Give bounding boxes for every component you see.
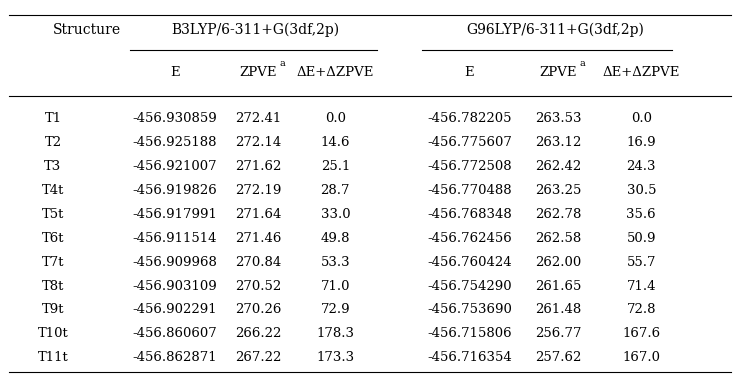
Text: 35.6: 35.6 — [627, 208, 656, 221]
Text: 271.64: 271.64 — [235, 208, 281, 221]
Text: -456.753690: -456.753690 — [427, 303, 512, 317]
Text: T10t: T10t — [38, 327, 68, 340]
Text: -456.715806: -456.715806 — [427, 327, 512, 340]
Text: -456.919826: -456.919826 — [132, 184, 217, 197]
Text: -456.762456: -456.762456 — [427, 232, 512, 245]
Text: T9t: T9t — [41, 303, 64, 317]
Text: 0.0: 0.0 — [325, 113, 346, 125]
Text: ΔE+ΔZPVE: ΔE+ΔZPVE — [297, 66, 374, 79]
Text: -456.860607: -456.860607 — [132, 327, 217, 340]
Text: 256.77: 256.77 — [535, 327, 581, 340]
Text: 53.3: 53.3 — [320, 256, 350, 268]
Text: -456.716354: -456.716354 — [427, 351, 512, 364]
Text: 272.14: 272.14 — [235, 136, 281, 149]
Text: 263.25: 263.25 — [535, 184, 581, 197]
Text: T4t: T4t — [41, 184, 64, 197]
Text: -456.862871: -456.862871 — [132, 351, 217, 364]
Text: 167.6: 167.6 — [622, 327, 660, 340]
Text: -456.911514: -456.911514 — [132, 232, 217, 245]
Text: 262.58: 262.58 — [535, 232, 581, 245]
Text: 167.0: 167.0 — [622, 351, 660, 364]
Text: 50.9: 50.9 — [627, 232, 656, 245]
Text: -456.768348: -456.768348 — [427, 208, 512, 221]
Text: T7t: T7t — [41, 256, 64, 268]
Text: -456.754290: -456.754290 — [427, 280, 512, 293]
Text: T11t: T11t — [38, 351, 68, 364]
Text: -456.909968: -456.909968 — [132, 256, 217, 268]
Text: T5t: T5t — [41, 208, 64, 221]
Text: 71.4: 71.4 — [627, 280, 656, 293]
Text: E: E — [169, 66, 179, 79]
Text: 49.8: 49.8 — [320, 232, 350, 245]
Text: -456.772508: -456.772508 — [427, 160, 512, 173]
Text: T6t: T6t — [41, 232, 64, 245]
Text: ΔE+ΔZPVE: ΔE+ΔZPVE — [602, 66, 680, 79]
Text: 263.53: 263.53 — [535, 113, 581, 125]
Text: -456.760424: -456.760424 — [427, 256, 512, 268]
Text: 261.65: 261.65 — [535, 280, 581, 293]
Text: -456.917991: -456.917991 — [132, 208, 217, 221]
Text: 14.6: 14.6 — [320, 136, 350, 149]
Text: 55.7: 55.7 — [627, 256, 656, 268]
Text: a: a — [280, 59, 285, 68]
Text: 28.7: 28.7 — [320, 184, 350, 197]
Text: 16.9: 16.9 — [627, 136, 656, 149]
Text: Structure: Structure — [53, 23, 121, 37]
Text: a: a — [579, 59, 585, 68]
Text: T2: T2 — [44, 136, 61, 149]
Text: 271.62: 271.62 — [235, 160, 281, 173]
Text: -456.770488: -456.770488 — [427, 184, 512, 197]
Text: 257.62: 257.62 — [535, 351, 581, 364]
Text: 271.46: 271.46 — [235, 232, 281, 245]
Text: -456.921007: -456.921007 — [132, 160, 217, 173]
Text: -456.782205: -456.782205 — [427, 113, 512, 125]
Text: 267.22: 267.22 — [235, 351, 281, 364]
Text: 262.78: 262.78 — [535, 208, 581, 221]
Text: -456.775607: -456.775607 — [427, 136, 512, 149]
Text: 270.84: 270.84 — [235, 256, 281, 268]
Text: 173.3: 173.3 — [316, 351, 354, 364]
Text: 25.1: 25.1 — [320, 160, 350, 173]
Text: 178.3: 178.3 — [317, 327, 354, 340]
Text: -456.903109: -456.903109 — [132, 280, 217, 293]
Text: -456.925188: -456.925188 — [132, 136, 217, 149]
Text: 0.0: 0.0 — [630, 113, 652, 125]
Text: ZPVE: ZPVE — [539, 66, 576, 79]
Text: 72.8: 72.8 — [627, 303, 656, 317]
Text: 272.19: 272.19 — [235, 184, 281, 197]
Text: 24.3: 24.3 — [627, 160, 656, 173]
Text: 266.22: 266.22 — [235, 327, 281, 340]
Text: 270.26: 270.26 — [235, 303, 281, 317]
Text: ZPVE: ZPVE — [239, 66, 277, 79]
Text: 71.0: 71.0 — [320, 280, 350, 293]
Text: T3: T3 — [44, 160, 61, 173]
Text: 30.5: 30.5 — [627, 184, 656, 197]
Text: 272.41: 272.41 — [235, 113, 281, 125]
Text: T8t: T8t — [41, 280, 64, 293]
Text: E: E — [465, 66, 474, 79]
Text: 262.00: 262.00 — [535, 256, 581, 268]
Text: 262.42: 262.42 — [535, 160, 581, 173]
Text: T1: T1 — [44, 113, 61, 125]
Text: -456.902291: -456.902291 — [132, 303, 217, 317]
Text: G96LYP/6-311+G(3df,2p): G96LYP/6-311+G(3df,2p) — [466, 23, 645, 38]
Text: 33.0: 33.0 — [320, 208, 350, 221]
Text: -456.930859: -456.930859 — [132, 113, 217, 125]
Text: 263.12: 263.12 — [535, 136, 581, 149]
Text: 72.9: 72.9 — [320, 303, 350, 317]
Text: B3LYP/6-311+G(3df,2p): B3LYP/6-311+G(3df,2p) — [171, 23, 339, 38]
Text: 270.52: 270.52 — [235, 280, 281, 293]
Text: 261.48: 261.48 — [535, 303, 581, 317]
